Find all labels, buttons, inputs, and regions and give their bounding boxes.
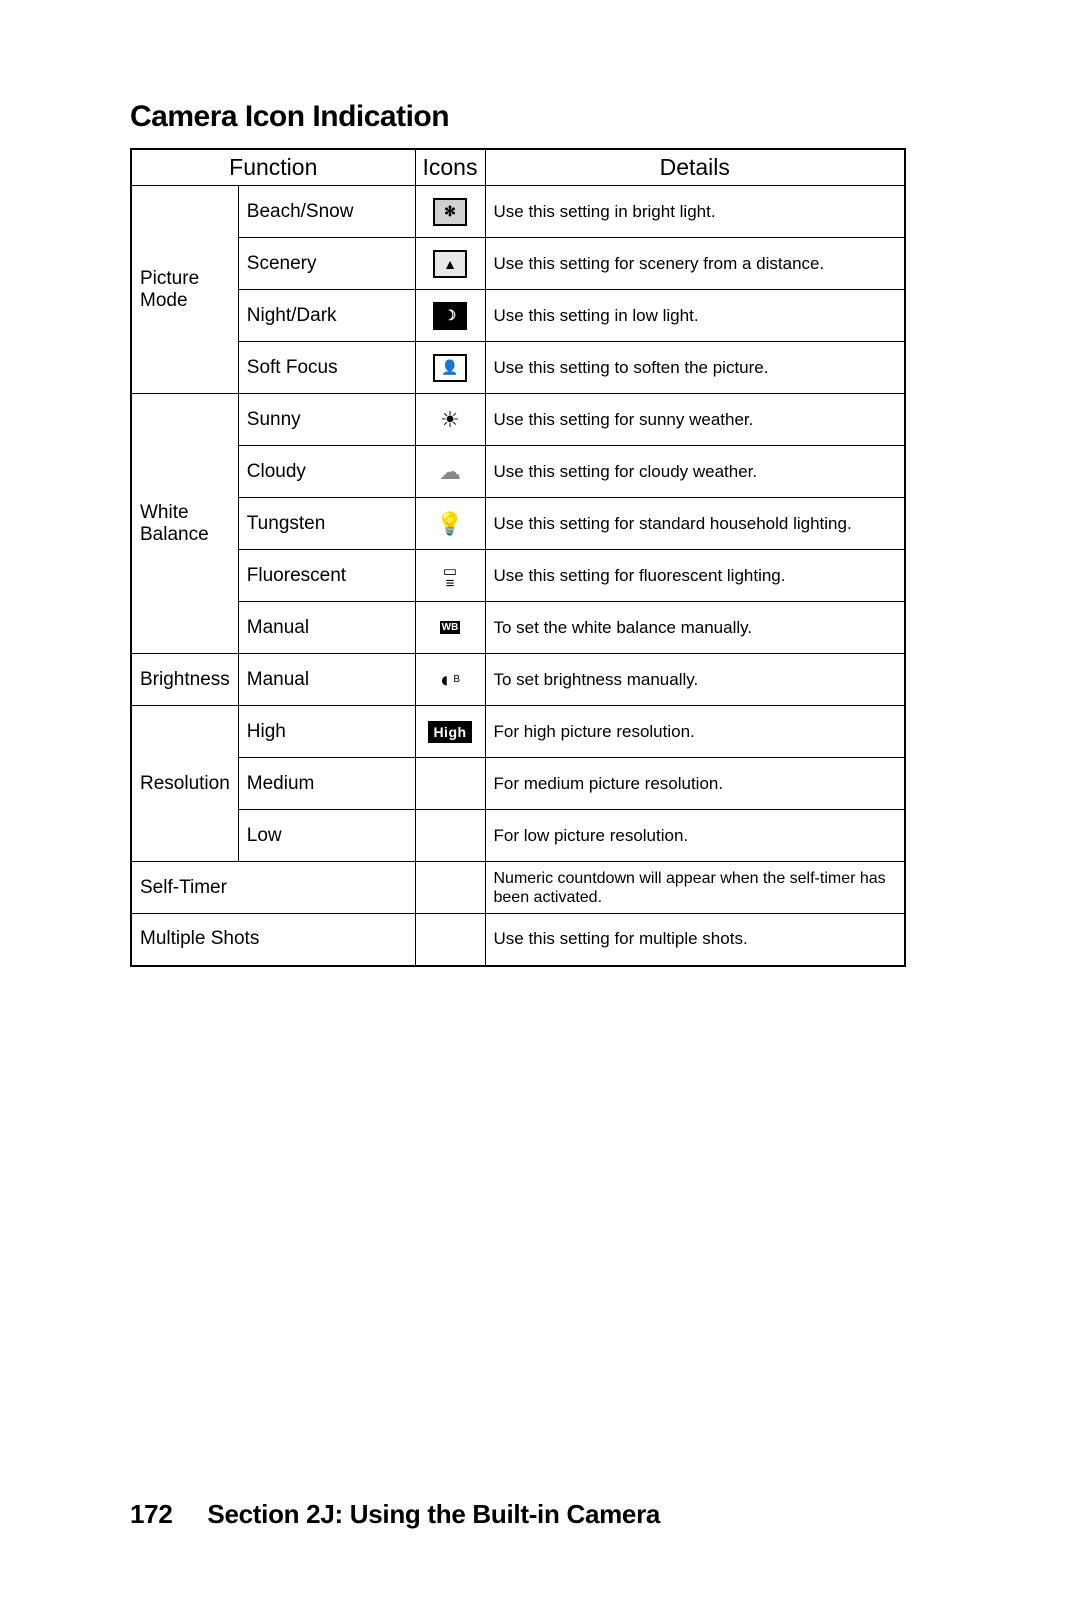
details-night: Use this setting in low light. <box>485 290 905 342</box>
icon-self-timer <box>415 862 485 914</box>
details-scenery: Use this setting for scenery from a dist… <box>485 238 905 290</box>
details-fluorescent: Use this setting for fluorescent lightin… <box>485 550 905 602</box>
sub-cloudy: Cloudy <box>238 446 415 498</box>
page-footer: 172 Section 2J: Using the Built-in Camer… <box>130 1499 970 1530</box>
icon-scenery: ▲ <box>415 238 485 290</box>
group-white-balance: White Balance <box>131 394 238 654</box>
sub-tungsten: Tungsten <box>238 498 415 550</box>
details-high: For high picture resolution. <box>485 706 905 758</box>
icon-softfocus: 👤 <box>415 342 485 394</box>
details-sunny: Use this setting for sunny weather. <box>485 394 905 446</box>
group-self-timer: Self-Timer <box>131 862 415 914</box>
sub-wb-manual: Manual <box>238 602 415 654</box>
sub-softfocus: Soft Focus <box>238 342 415 394</box>
col-function: Function <box>131 149 415 186</box>
sub-fluorescent: Fluorescent <box>238 550 415 602</box>
icon-high: High <box>415 706 485 758</box>
icon-cloudy: ☁ <box>415 446 485 498</box>
details-low: For low picture resolution. <box>485 810 905 862</box>
group-brightness: Brightness <box>131 654 238 706</box>
sub-sunny: Sunny <box>238 394 415 446</box>
icon-fluorescent: ▭≡ <box>415 550 485 602</box>
icon-low <box>415 810 485 862</box>
sub-scenery: Scenery <box>238 238 415 290</box>
details-beach-snow: Use this setting in bright light. <box>485 186 905 238</box>
details-bright-manual: To set brightness manually. <box>485 654 905 706</box>
section-label: Section 2J: Using the Built-in Camera <box>207 1499 660 1529</box>
group-picture-mode: Picture Mode <box>131 186 238 394</box>
details-cloudy: Use this setting for cloudy weather. <box>485 446 905 498</box>
icon-wb-manual: WB <box>415 602 485 654</box>
sub-high: High <box>238 706 415 758</box>
camera-icon-table: Function Icons Details Picture Mode Beac… <box>130 148 906 967</box>
details-tungsten: Use this setting for standard household … <box>485 498 905 550</box>
group-multiple-shots: Multiple Shots <box>131 914 415 966</box>
details-wb-manual: To set the white balance manually. <box>485 602 905 654</box>
sub-bright-manual: Manual <box>238 654 415 706</box>
sub-low: Low <box>238 810 415 862</box>
icon-sunny: ☀ <box>415 394 485 446</box>
sub-beach-snow: Beach/Snow <box>238 186 415 238</box>
col-details: Details <box>485 149 905 186</box>
icon-beach-snow: ✻ <box>415 186 485 238</box>
sub-night: Night/Dark <box>238 290 415 342</box>
icon-night: ☽ <box>415 290 485 342</box>
icon-medium <box>415 758 485 810</box>
page-number: 172 <box>130 1499 172 1529</box>
page-title: Camera Icon Indication <box>130 100 970 134</box>
group-resolution: Resolution <box>131 706 238 862</box>
icon-multiple-shots <box>415 914 485 966</box>
icon-bright-manual: ◐B <box>415 654 485 706</box>
sub-medium: Medium <box>238 758 415 810</box>
col-icons: Icons <box>415 149 485 186</box>
details-self-timer: Numeric countdown will appear when the s… <box>485 862 905 914</box>
icon-tungsten: 💡 <box>415 498 485 550</box>
details-medium: For medium picture resolution. <box>485 758 905 810</box>
details-multiple-shots: Use this setting for multiple shots. <box>485 914 905 966</box>
details-softfocus: Use this setting to soften the picture. <box>485 342 905 394</box>
